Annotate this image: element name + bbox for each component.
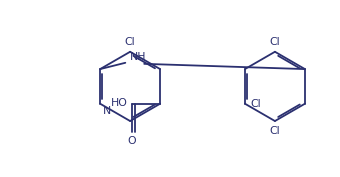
Text: Cl: Cl (270, 126, 280, 136)
Text: Cl: Cl (125, 36, 135, 47)
Text: O: O (128, 136, 136, 146)
Text: HO: HO (110, 98, 128, 108)
Text: Cl: Cl (250, 99, 261, 109)
Text: NH: NH (130, 52, 147, 62)
Text: Cl: Cl (270, 36, 280, 47)
Text: N: N (103, 106, 111, 116)
